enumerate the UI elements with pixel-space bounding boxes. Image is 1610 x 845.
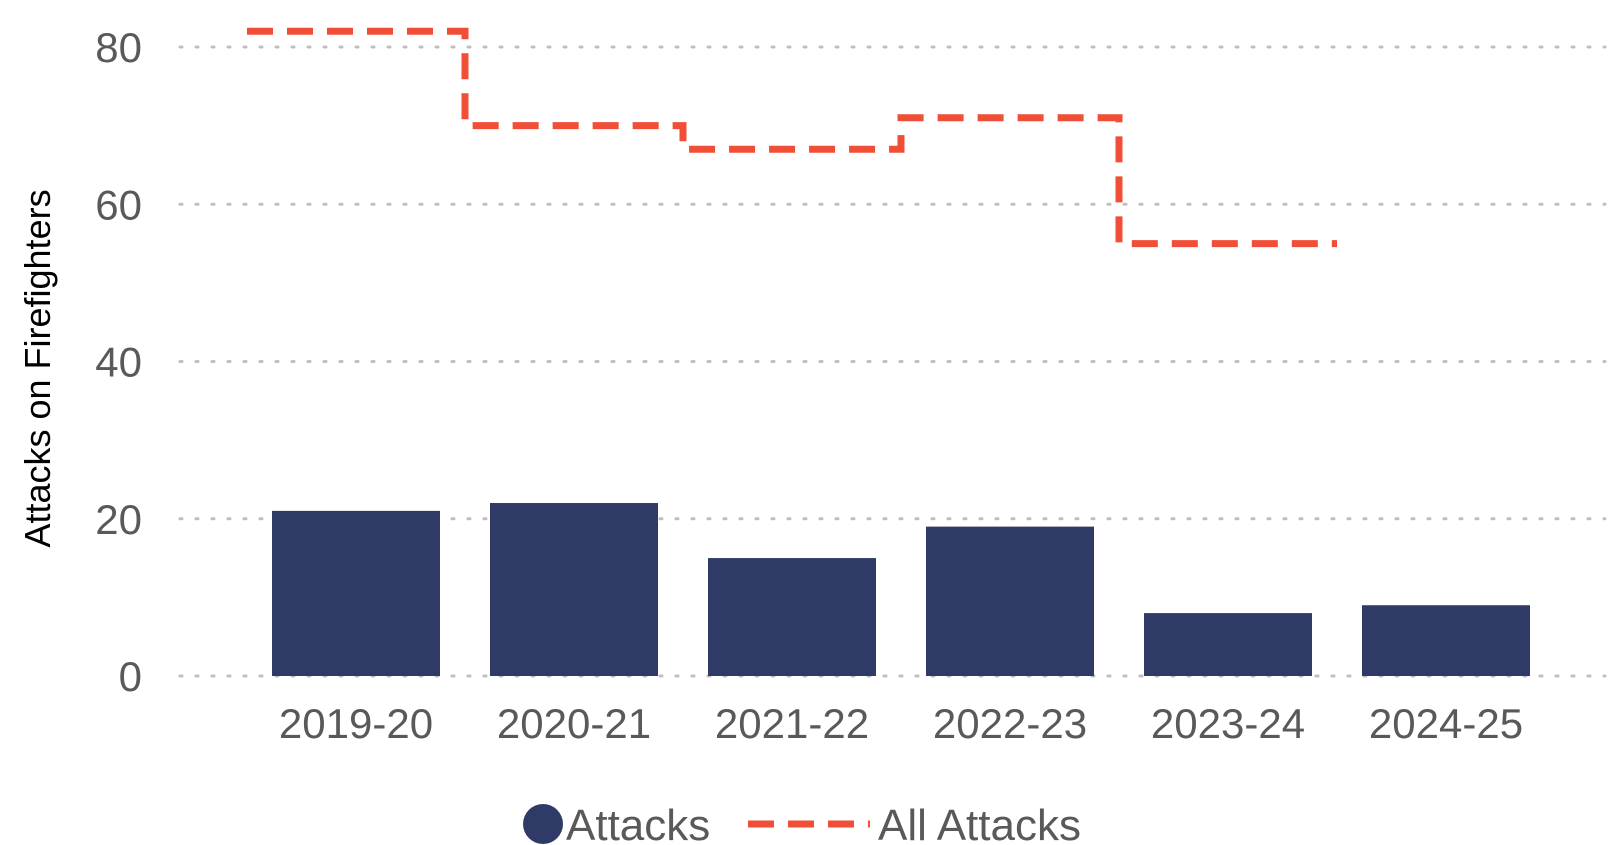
x-tick-label: 2020-21 [497,700,651,747]
legend-swatch-attacks [523,804,563,844]
legend-label-all-attacks: All Attacks [878,801,1081,845]
y-tick-label: 0 [119,653,142,700]
x-tick-label: 2023-24 [1151,700,1305,747]
x-axis-ticks: 2019-20 2020-21 2021-22 2022-23 2023-24 2024-… [279,700,1523,747]
line-series [247,27,1337,248]
x-tick-label: 2022-23 [933,700,1087,747]
legend: Attacks All Attacks [523,801,1081,845]
x-tick-label: 2019-20 [279,700,433,747]
y-axis-title: Attacks on Firefighters [17,189,58,547]
bar [708,558,876,676]
y-tick-label: 40 [95,339,142,386]
y-tick-label: 80 [95,24,142,71]
x-tick-label: 2024-25 [1369,700,1523,747]
bar [1362,605,1530,676]
bar [1144,613,1312,676]
bar [272,510,440,676]
y-tick-label: 60 [95,181,142,228]
bar-series [272,503,1530,676]
y-axis-ticks: 0 20 40 60 80 [95,24,142,700]
legend-label-attacks: Attacks [566,801,710,845]
bar [926,526,1094,676]
x-tick-label: 2021-22 [715,700,869,747]
bar [490,503,658,676]
step-line [247,27,1337,248]
y-tick-label: 20 [95,496,142,543]
